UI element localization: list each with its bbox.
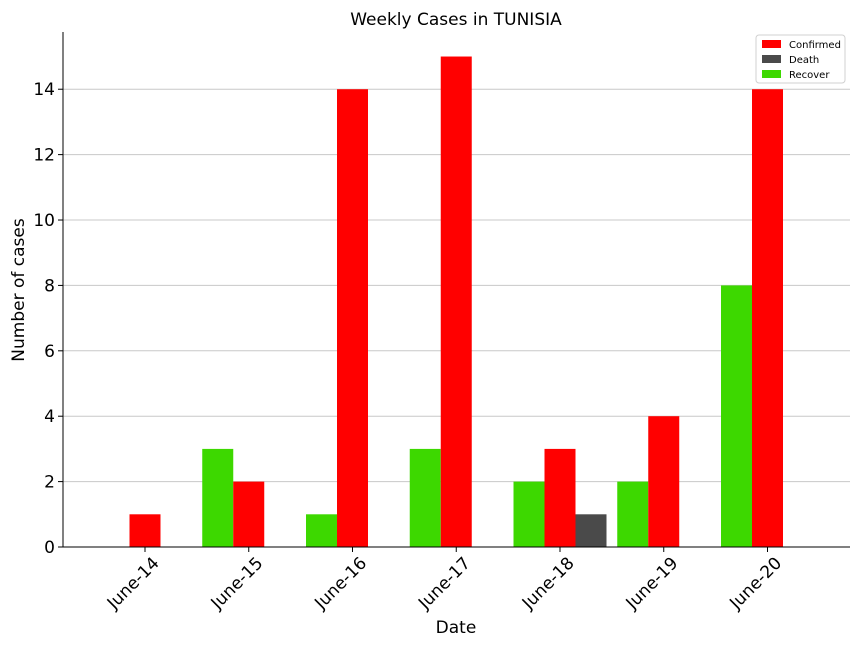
bar-recover-June-20 [721,285,752,547]
bar-confirmed-June-20 [752,89,783,547]
x-axis-label: Date [436,618,477,638]
y-tick-label: 12 [33,146,55,166]
chart-title: Weekly Cases in TUNISIA [350,10,562,30]
bar-recover-June-17 [409,448,441,547]
bar-confirmed-June-14 [129,514,161,547]
y-tick-label: 2 [44,473,55,493]
x-tick-label: June-18 [518,553,579,614]
y-ticks: 0 2 4 6 8 10 12 14 [33,80,63,558]
legend: Confirmed Death Recover [755,34,846,84]
x-ticks: June-14 June-15 June-16 June-17 June-18 June-… [103,547,786,614]
x-tick-label: June-16 [310,553,371,614]
bar-confirmed-June-16 [337,89,368,547]
bar-recover-June-16 [306,514,337,547]
bar-confirmed-June-17 [440,56,472,548]
y-tick-label: 0 [44,538,55,558]
x-tick-label: June-19 [622,553,683,614]
legend-swatch-death [762,55,781,63]
x-tick-label: June-14 [103,553,164,614]
y-tick-label: 6 [44,342,55,362]
legend-swatch-recover [762,70,781,78]
bar-recover-June-15 [202,448,234,547]
bar-confirmed-June-18 [544,448,576,547]
y-axis-label: Number of cases [9,218,29,362]
x-tick-label: June-15 [207,553,268,614]
legend-label-confirmed: Confirmed [789,40,841,51]
x-tick-label: June-20 [725,553,786,614]
bar-confirmed-June-15 [233,481,265,547]
x-tick-label: June-17 [414,553,475,614]
legend-swatch-confirmed [762,40,781,48]
bars [129,56,783,548]
bar-death-June-18 [575,514,607,547]
legend-label-death: Death [789,55,819,66]
legend-label-recover: Recover [789,70,830,81]
y-tick-label: 10 [33,211,55,231]
bar-recover-June-18 [513,481,545,547]
y-tick-label: 14 [33,80,55,100]
bar-recover-June-19 [617,481,649,547]
y-tick-label: 8 [44,276,55,296]
y-tick-label: 4 [44,407,55,427]
bar-confirmed-June-19 [648,416,680,547]
